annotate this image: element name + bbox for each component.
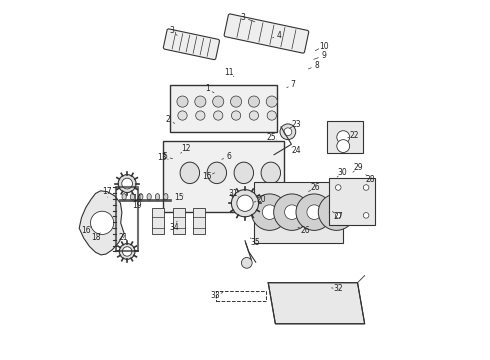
- Circle shape: [363, 212, 369, 218]
- FancyBboxPatch shape: [217, 291, 267, 301]
- Text: 31: 31: [229, 189, 238, 198]
- FancyBboxPatch shape: [193, 208, 205, 234]
- Text: 26: 26: [311, 183, 320, 192]
- Text: 18: 18: [91, 233, 100, 242]
- Text: 10: 10: [319, 41, 328, 50]
- Circle shape: [195, 96, 206, 107]
- Circle shape: [267, 111, 276, 120]
- Circle shape: [122, 178, 132, 189]
- Circle shape: [122, 247, 132, 256]
- Text: 33: 33: [211, 291, 220, 300]
- Text: 11: 11: [224, 68, 234, 77]
- Circle shape: [280, 124, 296, 140]
- Circle shape: [363, 185, 369, 190]
- Circle shape: [91, 211, 114, 234]
- Ellipse shape: [139, 194, 143, 200]
- Text: 13: 13: [157, 153, 167, 162]
- Text: 4: 4: [276, 31, 281, 40]
- FancyBboxPatch shape: [254, 182, 343, 243]
- Text: 6: 6: [226, 152, 231, 161]
- Text: 16: 16: [81, 226, 91, 235]
- Ellipse shape: [147, 194, 151, 200]
- Text: 32: 32: [334, 284, 343, 293]
- Ellipse shape: [122, 194, 126, 200]
- FancyBboxPatch shape: [152, 208, 165, 234]
- Text: 24: 24: [292, 146, 302, 155]
- Text: 23: 23: [292, 120, 302, 129]
- Text: 14: 14: [132, 194, 142, 203]
- Circle shape: [285, 205, 299, 220]
- Circle shape: [178, 111, 187, 120]
- Text: 1: 1: [205, 84, 210, 93]
- Text: 26: 26: [300, 226, 310, 235]
- Circle shape: [337, 140, 350, 153]
- Circle shape: [237, 195, 253, 211]
- Ellipse shape: [164, 194, 168, 200]
- Circle shape: [336, 212, 341, 218]
- Ellipse shape: [155, 194, 160, 200]
- Text: 22: 22: [349, 131, 359, 140]
- Circle shape: [307, 205, 321, 220]
- Text: 29: 29: [354, 163, 364, 172]
- Text: 12: 12: [181, 144, 191, 153]
- Circle shape: [266, 96, 277, 107]
- FancyBboxPatch shape: [329, 178, 375, 225]
- Polygon shape: [79, 191, 124, 255]
- Text: 19: 19: [132, 201, 142, 210]
- Text: 17: 17: [103, 187, 112, 196]
- FancyBboxPatch shape: [327, 121, 363, 153]
- Circle shape: [196, 111, 205, 120]
- Text: 9: 9: [321, 51, 326, 60]
- Circle shape: [213, 96, 224, 107]
- Text: 3: 3: [241, 13, 245, 22]
- FancyBboxPatch shape: [163, 29, 220, 60]
- Ellipse shape: [130, 194, 135, 200]
- FancyBboxPatch shape: [172, 208, 185, 234]
- Ellipse shape: [180, 162, 199, 184]
- Text: 8: 8: [314, 61, 319, 70]
- Text: 25: 25: [267, 132, 276, 141]
- Polygon shape: [268, 283, 365, 324]
- Text: 30: 30: [337, 168, 347, 177]
- Text: 27: 27: [334, 212, 343, 221]
- Circle shape: [248, 96, 260, 107]
- Ellipse shape: [261, 162, 280, 184]
- Circle shape: [231, 190, 259, 217]
- FancyBboxPatch shape: [224, 14, 309, 53]
- Circle shape: [296, 194, 332, 230]
- Circle shape: [329, 205, 344, 220]
- Circle shape: [177, 96, 188, 107]
- Text: 15: 15: [174, 193, 184, 202]
- Circle shape: [214, 111, 223, 120]
- Text: 3: 3: [170, 26, 174, 35]
- Circle shape: [118, 175, 136, 193]
- Circle shape: [249, 111, 259, 120]
- Text: 34: 34: [170, 222, 179, 231]
- Text: 5: 5: [162, 152, 167, 161]
- Circle shape: [231, 111, 241, 120]
- FancyBboxPatch shape: [170, 85, 277, 132]
- Ellipse shape: [207, 162, 226, 184]
- Circle shape: [274, 194, 310, 230]
- Ellipse shape: [234, 162, 253, 184]
- Circle shape: [336, 185, 341, 190]
- Text: 2: 2: [166, 116, 171, 125]
- Circle shape: [337, 131, 350, 144]
- Text: 35: 35: [250, 238, 260, 247]
- Text: 15: 15: [203, 172, 212, 181]
- Text: 21: 21: [119, 233, 128, 242]
- FancyBboxPatch shape: [163, 141, 284, 212]
- Circle shape: [318, 194, 355, 230]
- Circle shape: [242, 257, 252, 268]
- Circle shape: [119, 244, 135, 259]
- Text: 28: 28: [366, 175, 375, 184]
- Text: 7: 7: [291, 80, 295, 89]
- Circle shape: [230, 96, 242, 107]
- Text: 20: 20: [256, 195, 266, 204]
- Circle shape: [284, 128, 292, 136]
- Circle shape: [262, 205, 277, 220]
- Circle shape: [251, 194, 288, 230]
